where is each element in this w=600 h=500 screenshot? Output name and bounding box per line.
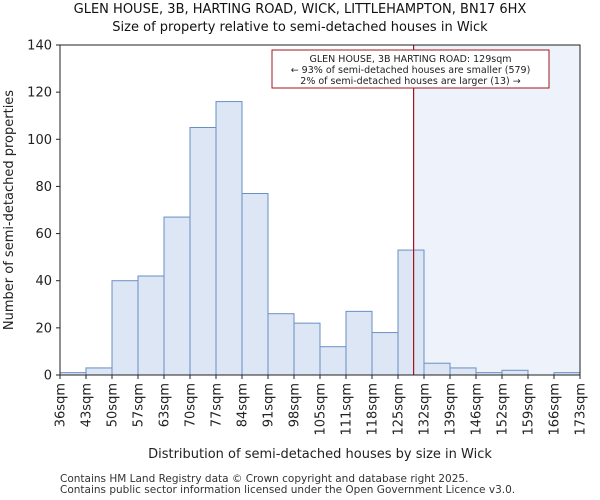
y-tick-label: 20 (35, 321, 52, 336)
bar-50sqm (111, 280, 139, 376)
x-tick-label: 63sqm (158, 383, 173, 427)
chart-title: GLEN HOUSE, 3B, HARTING ROAD, WICK, LITT… (73, 2, 527, 17)
x-tick-label: 173sqm (574, 383, 589, 436)
x-tick-label: 43sqm (80, 383, 95, 427)
annotation-line-2: ← 93% of semi-detached houses are smalle… (291, 65, 531, 76)
x-tick-label: 132sqm (418, 383, 433, 436)
footer-copyright: Contains HM Land Registry data © Crown c… (60, 473, 469, 485)
plot-frame (59, 44, 581, 376)
bar-63sqm (163, 216, 191, 376)
x-tick-label: 84sqm (236, 383, 251, 427)
x-tick-label: 105sqm (314, 383, 329, 436)
bar-77sqm (215, 101, 243, 376)
bar-43sqm (85, 367, 113, 376)
bar-105sqm (319, 346, 347, 376)
x-tick-label: 57sqm (132, 383, 147, 427)
bar-132sqm (423, 362, 451, 376)
bar-139sqm (449, 367, 477, 376)
x-tick-label: 50sqm (106, 383, 121, 427)
x-tick-label: 91sqm (262, 383, 277, 427)
larger-region-highlight (413, 45, 580, 375)
x-tick-label: 70sqm (184, 383, 199, 427)
y-tick-label: 140 (27, 39, 52, 54)
annotation-box: GLEN HOUSE, 3B HARTING ROAD: 129sqm ← 93… (271, 49, 550, 89)
x-axis-label: Distribution of semi-detached houses by … (148, 447, 492, 462)
y-tick-label: 80 (35, 180, 52, 195)
y-tick-label: 120 (27, 86, 52, 101)
x-tick-label: 98sqm (288, 383, 303, 427)
x-tick-label: 159sqm (522, 383, 537, 436)
bar-84sqm (241, 193, 269, 376)
x-tick-label: 125sqm (392, 383, 407, 436)
annotation-line-1: GLEN HOUSE, 3B HARTING ROAD: 129sqm (310, 54, 512, 65)
bar-125sqm (397, 249, 425, 376)
y-tick-label: 40 (35, 274, 52, 289)
y-axis-label: Number of semi-detached properties (2, 90, 17, 330)
footer-licence: Contains public sector information licen… (60, 484, 516, 496)
x-tick-label: 36sqm (54, 383, 69, 427)
chart-subtitle: Size of property relative to semi-detach… (112, 20, 488, 35)
y-tick-label: 0 (44, 369, 52, 384)
bar-70sqm (189, 127, 217, 376)
x-tick-label: 77sqm (210, 383, 225, 427)
bar-118sqm (371, 332, 399, 376)
bar-98sqm (293, 322, 321, 376)
y-tick-label: 60 (35, 227, 52, 242)
bar-111sqm (345, 310, 373, 376)
x-tick-label: 111sqm (340, 383, 355, 436)
bar-152sqm (501, 369, 529, 376)
annotation-line-3: 2% of semi-detached houses are larger (1… (300, 76, 520, 87)
x-tick-label: 166sqm (548, 383, 563, 436)
bar-57sqm (137, 275, 165, 376)
y-tick-label: 100 (27, 133, 52, 148)
histogram-chart: 0 20 40 60 80 100 120 140 36sqm 43sqm 50sqm 57sqm 6… (2, 39, 589, 463)
x-tick-label: 152sqm (496, 383, 511, 436)
x-tick-label: 146sqm (470, 383, 485, 436)
bar-91sqm (267, 313, 295, 376)
x-tick-label: 139sqm (444, 383, 459, 436)
x-tick-label: 118sqm (366, 383, 381, 436)
